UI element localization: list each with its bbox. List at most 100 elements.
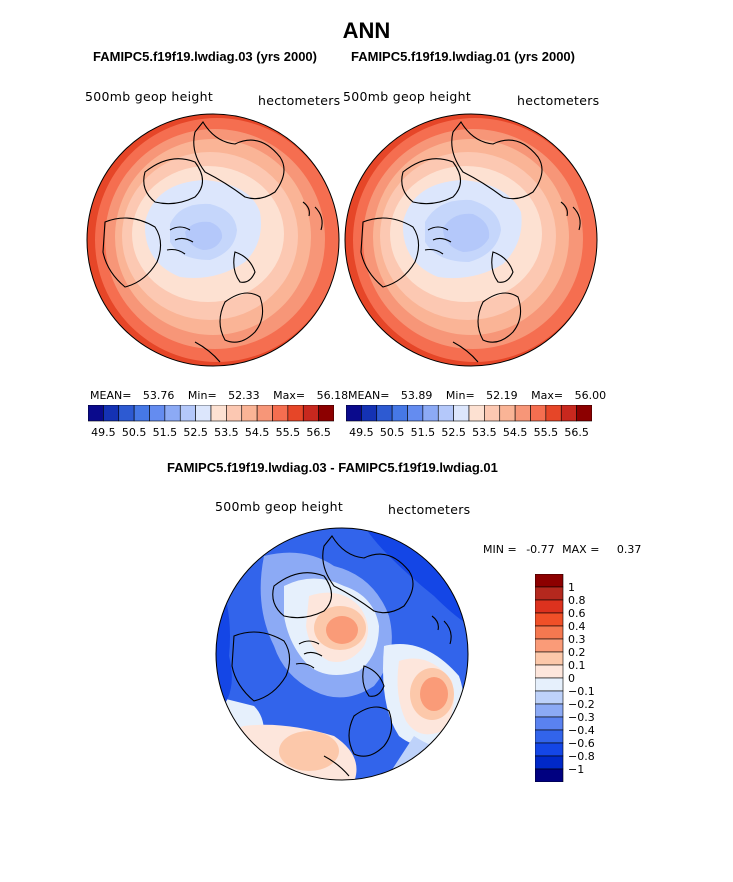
diff-colorbar-tick-label: 0.4 <box>568 620 586 633</box>
left-max-value: 56.18 <box>316 389 349 402</box>
right-colorbar-swatch <box>407 405 424 422</box>
left-colorbar-tick-label: 56.5 <box>306 426 331 439</box>
diff-min-value: -0.77 <box>526 543 555 556</box>
left-min-label: Min= <box>187 389 217 402</box>
left-mean-label: MEAN= <box>90 389 132 402</box>
difference-colorbar: 10.80.60.40.30.20.10−0.1−0.2−0.3−0.4−0.6… <box>535 574 595 782</box>
diff-max-label: MAX = <box>562 543 600 556</box>
diff-colorbar-swatch <box>535 690 564 705</box>
left-min-value: 52.33 <box>228 389 260 402</box>
left-max-label: Max= <box>273 389 306 402</box>
diff-colorbar-swatch <box>535 755 564 770</box>
diff-colorbar-tick-label: 0.8 <box>568 594 586 607</box>
diff-field-band-5 <box>326 616 358 644</box>
diff-colorbar-tick-label: −1 <box>568 763 584 776</box>
right-coastlines <box>360 121 581 363</box>
right-colorbar-swatch <box>376 405 393 422</box>
right-colorbar-swatch <box>361 405 378 422</box>
left-colorbar-swatch <box>256 405 273 422</box>
diff-colorbar-tick-label: −0.2 <box>568 698 595 711</box>
right-colorbar-tick-label: 52.5 <box>441 426 466 439</box>
left-stats: MEAN= 53.76 Min= 52.33 Max= 56.18 <box>90 389 348 402</box>
diff-colorbar-swatch <box>535 729 564 744</box>
diff-colorbar-swatch <box>535 612 564 627</box>
right-colorbar-tick-label: 50.5 <box>380 426 405 439</box>
right-variable-label: 500mb geop height <box>343 89 472 104</box>
diff-field-band-8 <box>279 731 339 771</box>
right-polar-map <box>344 113 598 367</box>
diff-colorbar-swatch <box>535 664 564 679</box>
diff-colorbar-swatch <box>535 677 564 692</box>
right-colorbar-tick-label: 54.5 <box>503 426 528 439</box>
diff-stats: MIN = -0.77 MAX = 0.37 <box>483 543 641 556</box>
right-colorbar-swatch <box>346 405 362 422</box>
right-colorbar-swatch <box>391 405 408 422</box>
right-colorbar-swatch <box>422 405 439 422</box>
left-colorbar-tick-label: 53.5 <box>214 426 239 439</box>
diff-colorbar-swatch <box>535 638 564 653</box>
right-min-value: 52.19 <box>486 389 518 402</box>
right-colorbar-swatch <box>576 405 592 422</box>
left-colorbar-swatch <box>149 405 166 422</box>
right-max-value: 56.00 <box>574 389 607 402</box>
left-colorbar-swatch <box>88 405 104 422</box>
right-max-label: Max= <box>531 389 564 402</box>
diff-colorbar-swatch <box>535 625 564 640</box>
left-colorbar-swatch <box>195 405 212 422</box>
diff-colorbar-tick-label: 0.6 <box>568 607 586 620</box>
diff-colorbar-tick-label: −0.4 <box>568 724 595 737</box>
diff-colorbar-swatch <box>535 768 564 782</box>
left-colorbar-swatch <box>133 405 150 422</box>
diff-colorbar-swatch <box>535 574 564 588</box>
left-colorbar-tick-label: 54.5 <box>245 426 270 439</box>
diff-variable-label: 500mb geop height <box>215 499 344 514</box>
right-colorbar-swatch <box>560 405 577 422</box>
left-panel-title: FAMIPC5.f19f19.lwdiag.03 (yrs 2000) <box>93 49 317 64</box>
page-title: ANN <box>342 18 391 43</box>
diff-colorbar-swatch <box>535 716 564 731</box>
right-field-band-9 <box>443 213 490 252</box>
diff-units-label: hectometers <box>388 502 471 517</box>
diff-colorbar-tick-label: −0.3 <box>568 711 595 724</box>
right-colorbar-swatch <box>437 405 454 422</box>
right-colorbar-swatch <box>468 405 485 422</box>
left-field-band-9 <box>185 221 223 250</box>
diff-colorbar-tick-label: 0.3 <box>568 633 586 646</box>
difference-polar-map <box>215 527 469 781</box>
diff-field-band-12 <box>420 677 448 711</box>
left-colorbar-swatch <box>103 405 120 422</box>
left-colorbar-tick-label: 52.5 <box>183 426 208 439</box>
diff-colorbar-tick-label: −0.1 <box>568 685 595 698</box>
right-stats: MEAN= 53.89 Min= 52.19 Max= 56.00 <box>348 389 606 402</box>
right-min-label: Min= <box>445 389 475 402</box>
diff-map-border <box>215 527 469 781</box>
left-colorbar: 49.5 50.5 51.5 52.5 53.5 54.5 55.5 56.5 <box>88 405 334 439</box>
diff-max-value: 0.37 <box>616 543 642 556</box>
diff-coastlines <box>231 535 452 777</box>
right-map-border <box>344 113 598 367</box>
diff-colorbar-tick-label: 0.2 <box>568 646 586 659</box>
right-colorbar: 49.5 50.5 51.5 52.5 53.5 54.5 55.5 56.5 <box>346 405 592 439</box>
right-panel-title: FAMIPC5.f19f19.lwdiag.01 (yrs 2000) <box>351 49 575 64</box>
right-colorbar-tick-label: 53.5 <box>472 426 497 439</box>
left-colorbar-swatch <box>318 405 334 422</box>
left-colorbar-swatch <box>179 405 196 422</box>
left-colorbar-swatch <box>241 405 258 422</box>
left-map-border <box>86 113 340 367</box>
diff-colorbar-swatch <box>535 742 564 757</box>
diff-colorbar-tick-label: −0.8 <box>568 750 595 763</box>
right-colorbar-tick-label: 51.5 <box>411 426 436 439</box>
left-colorbar-tick-label: 50.5 <box>122 426 147 439</box>
left-colorbar-tick-label: 51.5 <box>153 426 178 439</box>
difference-panel-title: FAMIPC5.f19f19.lwdiag.03 - FAMIPC5.f19f1… <box>167 460 498 475</box>
diff-colorbar-tick-label: 1 <box>568 581 575 594</box>
left-colorbar-swatch <box>118 405 135 422</box>
left-colorbar-swatch <box>210 405 227 422</box>
right-colorbar-tick-label: 55.5 <box>534 426 559 439</box>
right-colorbar-swatch <box>545 405 562 422</box>
diff-min-label: MIN = <box>483 543 517 556</box>
diff-colorbar-tick-label: 0.1 <box>568 659 586 672</box>
left-colorbar-swatch <box>164 405 181 422</box>
diff-colorbar-swatch <box>535 703 564 718</box>
right-colorbar-tick-label: 49.5 <box>349 426 374 439</box>
